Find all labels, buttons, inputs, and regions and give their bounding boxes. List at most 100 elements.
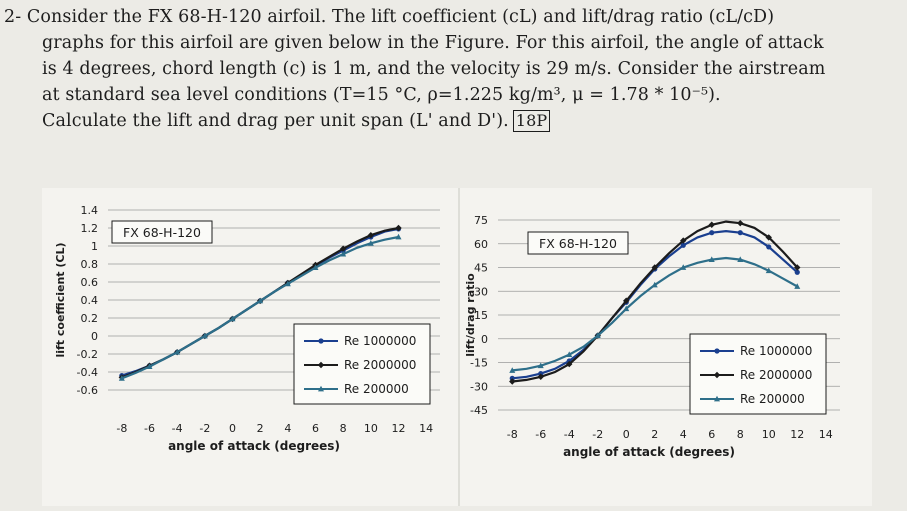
data-point bbox=[174, 349, 181, 355]
x-tick-label: -2 bbox=[199, 422, 210, 435]
charts-svg: 1.4 1.2 1 0.8 0.6 0.4 0.2 0 -0.2 -0.4 -0.6 -8 -6 -4 -2… bbox=[54, 188, 840, 506]
x-tick-label: 2 bbox=[651, 428, 658, 441]
x-tick-label: 4 bbox=[680, 428, 687, 441]
problem-line-4: at standard sea level conditions (T=15 °… bbox=[42, 85, 721, 105]
x-tick-label: 0 bbox=[229, 422, 236, 435]
x-tick-label: 10 bbox=[364, 422, 378, 435]
data-point bbox=[229, 315, 236, 322]
y-tick-label: 0.4 bbox=[81, 294, 99, 307]
data-point bbox=[623, 305, 630, 312]
x-tick-label: 0 bbox=[623, 428, 630, 441]
problem-line-5: Calculate the lift and drag per unit spa… bbox=[4, 108, 874, 134]
data-point bbox=[566, 351, 573, 357]
data-point bbox=[651, 264, 658, 271]
x-tick-label: 6 bbox=[312, 422, 319, 435]
data-point bbox=[395, 233, 402, 240]
x-tick-label: -4 bbox=[172, 422, 183, 435]
x-tick-label: -8 bbox=[116, 422, 127, 435]
chart-title-box bbox=[527, 231, 629, 255]
problem-line-1: 2- Consider the FX 68-H-120 airfoil. The… bbox=[4, 4, 874, 30]
data-point bbox=[794, 283, 801, 289]
data-point bbox=[709, 230, 715, 236]
y-tick-label: -0.6 bbox=[77, 384, 98, 397]
y-tick-label: 1.4 bbox=[81, 204, 99, 217]
x-tick-label: 8 bbox=[737, 428, 744, 441]
data-point bbox=[537, 373, 544, 380]
data-point bbox=[118, 375, 125, 381]
legend-label: Re 2000000 bbox=[740, 368, 812, 382]
x-tick-label: -6 bbox=[535, 428, 546, 441]
x-tick-label: 12 bbox=[392, 422, 406, 435]
x-tick-label: -6 bbox=[144, 422, 155, 435]
legend-marker bbox=[714, 395, 720, 402]
data-point bbox=[765, 267, 772, 274]
y-tick-label: 1.2 bbox=[81, 222, 99, 235]
data-point bbox=[765, 234, 772, 241]
problem-number: 2- bbox=[4, 7, 22, 27]
legend-marker bbox=[318, 385, 324, 392]
chart-title: FX 68-H-120 bbox=[539, 236, 617, 251]
legend-marker bbox=[713, 371, 721, 379]
data-point bbox=[340, 250, 347, 257]
data-point bbox=[509, 367, 516, 373]
data-point bbox=[794, 269, 800, 275]
data-point bbox=[623, 297, 630, 304]
y-tick-label: -0.2 bbox=[77, 348, 98, 361]
data-point bbox=[566, 360, 573, 368]
data-point bbox=[708, 256, 715, 262]
x-tick-label: -4 bbox=[564, 428, 575, 441]
y-tick-label: -45 bbox=[470, 404, 488, 417]
y-tick-label: 75 bbox=[474, 214, 488, 227]
x-tick-label: 10 bbox=[762, 428, 776, 441]
data-point bbox=[367, 232, 375, 239]
data-point bbox=[312, 264, 319, 270]
problem-text-5: Calculate the lift and drag per unit spa… bbox=[42, 111, 509, 131]
data-point bbox=[284, 280, 291, 287]
legend-label: Re 200000 bbox=[740, 392, 805, 406]
x-tick-label: 14 bbox=[419, 422, 433, 435]
data-point bbox=[680, 264, 687, 270]
data-point bbox=[537, 362, 544, 369]
y-tick-label: 0.8 bbox=[81, 258, 99, 271]
data-point bbox=[794, 264, 801, 271]
y-tick-label: 0.2 bbox=[81, 312, 99, 325]
problem-statement: 2- Consider the FX 68-H-120 airfoil. The… bbox=[4, 4, 874, 134]
problem-line-3: is 4 degrees, chord length (c) is 1 m, a… bbox=[42, 59, 826, 79]
problem-line-2: graphs for this airfoil are given below … bbox=[42, 33, 824, 53]
y-tick-label: 0 bbox=[91, 330, 98, 343]
y-axis-label: lift/drag ratio bbox=[464, 273, 477, 357]
data-point bbox=[766, 244, 772, 250]
legend-label: Re 1000000 bbox=[740, 344, 812, 358]
y-tick-label: 0 bbox=[481, 333, 488, 346]
figure-panel: 1.4 1.2 1 0.8 0.6 0.4 0.2 0 -0.2 -0.4 -0.6 -8 -6 -4 -2… bbox=[42, 188, 872, 506]
y-tick-label: 30 bbox=[474, 285, 488, 298]
x-axis-label: angle of attack (degrees) bbox=[168, 439, 340, 453]
data-point bbox=[509, 378, 516, 385]
data-point bbox=[680, 237, 687, 244]
legend-label: Re 2000000 bbox=[344, 358, 416, 372]
y-tick-label: 60 bbox=[474, 238, 488, 251]
legend-label: Re 200000 bbox=[344, 382, 409, 396]
marks-badge: 18P bbox=[512, 110, 551, 132]
x-tick-label: 4 bbox=[284, 422, 291, 435]
y-tick-label: 1 bbox=[91, 240, 98, 253]
data-point bbox=[737, 219, 744, 227]
problem-text-1: Consider the FX 68-H-120 airfoil. The li… bbox=[26, 7, 775, 27]
y-tick-label: -0.4 bbox=[77, 366, 98, 379]
data-point bbox=[201, 332, 208, 339]
data-point bbox=[708, 221, 715, 228]
data-point bbox=[737, 256, 744, 262]
data-point bbox=[594, 332, 601, 338]
chart-title: FX 68-H-120 bbox=[123, 225, 201, 240]
x-tick-label: 14 bbox=[819, 428, 833, 441]
legend-label: Re 1000000 bbox=[344, 334, 416, 348]
data-point bbox=[367, 240, 374, 246]
y-tick-label: 0.6 bbox=[81, 276, 99, 289]
legend-marker bbox=[317, 361, 325, 369]
data-point bbox=[737, 230, 743, 236]
x-tick-label: 6 bbox=[708, 428, 715, 441]
data-point bbox=[339, 245, 347, 252]
legend-marker bbox=[318, 338, 324, 344]
x-tick-label: 2 bbox=[257, 422, 264, 435]
x-tick-label: 12 bbox=[790, 428, 804, 441]
